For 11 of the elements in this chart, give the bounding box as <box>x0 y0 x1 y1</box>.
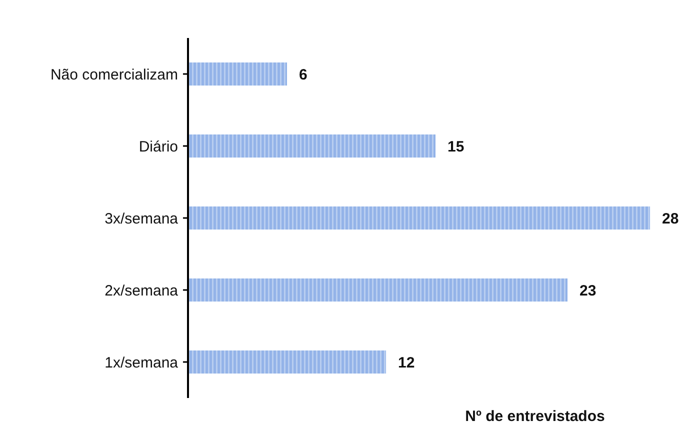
data-label: 12 <box>398 354 415 372</box>
data-label: 6 <box>299 66 308 84</box>
data-label: 15 <box>448 138 464 156</box>
y-tick-label: Não comercializam <box>50 66 178 84</box>
data-label: 28 <box>662 210 679 228</box>
y-tick-label: 3x/semana <box>104 210 179 228</box>
y-tick-label: Diário <box>138 138 178 156</box>
x-axis-title: Nº de entrevistados <box>465 408 605 425</box>
data-label: 23 <box>580 282 596 300</box>
y-tick-label: 1x/semana <box>104 354 179 372</box>
y-tick-label: 2x/semana <box>104 282 179 300</box>
